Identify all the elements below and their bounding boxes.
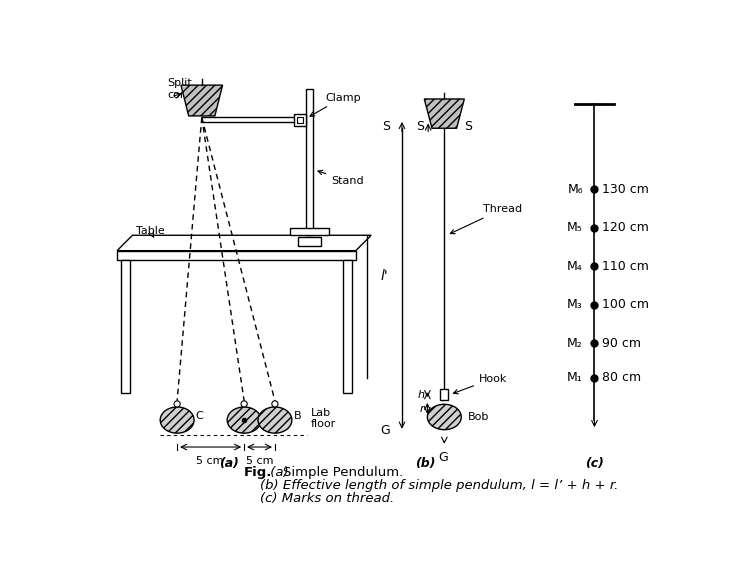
Circle shape <box>241 401 247 407</box>
Text: M₁: M₁ <box>567 371 583 384</box>
Bar <box>441 389 448 400</box>
Polygon shape <box>425 99 464 128</box>
Text: M₆: M₆ <box>567 182 583 196</box>
Text: 120 cm: 120 cm <box>602 221 649 234</box>
Ellipse shape <box>160 407 194 433</box>
Ellipse shape <box>258 407 292 433</box>
Text: Thread: Thread <box>450 204 522 234</box>
Text: Simple Pendulum.: Simple Pendulum. <box>282 467 403 479</box>
Bar <box>297 117 304 123</box>
Text: M₂: M₂ <box>567 336 583 350</box>
Text: 5 cm: 5 cm <box>245 456 273 467</box>
Ellipse shape <box>227 407 261 433</box>
Text: (a): (a) <box>265 467 288 479</box>
Text: 90 cm: 90 cm <box>602 336 641 350</box>
Bar <box>307 89 312 235</box>
Text: (b) Effective length of simple pendulum, l = l’ + h + r.: (b) Effective length of simple pendulum,… <box>259 479 618 492</box>
Text: 5 cm: 5 cm <box>197 456 224 467</box>
Text: (c): (c) <box>585 457 604 470</box>
Text: Bob: Bob <box>467 412 489 422</box>
Bar <box>290 228 329 235</box>
Polygon shape <box>117 235 371 250</box>
Text: 80 cm: 80 cm <box>602 371 641 384</box>
Text: Lab
floor: Lab floor <box>311 408 336 429</box>
Ellipse shape <box>427 404 461 430</box>
Text: M₄: M₄ <box>567 260 583 272</box>
Text: G: G <box>438 451 447 464</box>
Text: M₅: M₅ <box>567 221 583 234</box>
Text: Split
cork: Split cork <box>167 78 192 100</box>
Bar <box>121 260 130 393</box>
Text: S: S <box>464 120 472 133</box>
Text: Clamp: Clamp <box>310 92 360 116</box>
Polygon shape <box>181 85 223 116</box>
Text: 110 cm: 110 cm <box>602 260 649 272</box>
Text: S: S <box>416 120 425 133</box>
Polygon shape <box>117 250 356 260</box>
Text: B: B <box>293 411 301 421</box>
Text: Stand: Stand <box>318 170 364 186</box>
Text: r: r <box>419 404 425 414</box>
Text: (b): (b) <box>415 457 436 470</box>
Text: (a): (a) <box>219 457 239 470</box>
Text: G: G <box>381 424 391 436</box>
Bar <box>298 237 321 246</box>
Text: M₃: M₃ <box>567 298 583 311</box>
Text: l': l' <box>380 269 388 283</box>
Bar <box>294 114 307 126</box>
Text: 100 cm: 100 cm <box>602 298 649 311</box>
Text: 130 cm: 130 cm <box>602 182 649 196</box>
Text: Fig.: Fig. <box>244 467 273 479</box>
Text: Hook: Hook <box>453 374 507 394</box>
Text: A: A <box>262 411 270 421</box>
Circle shape <box>174 401 181 407</box>
Text: C: C <box>195 411 203 421</box>
Circle shape <box>272 401 278 407</box>
Text: S: S <box>383 120 391 133</box>
Text: Table: Table <box>136 227 165 236</box>
Text: h: h <box>417 390 425 400</box>
Bar <box>343 260 352 393</box>
Text: (c) Marks on thread.: (c) Marks on thread. <box>259 493 394 505</box>
